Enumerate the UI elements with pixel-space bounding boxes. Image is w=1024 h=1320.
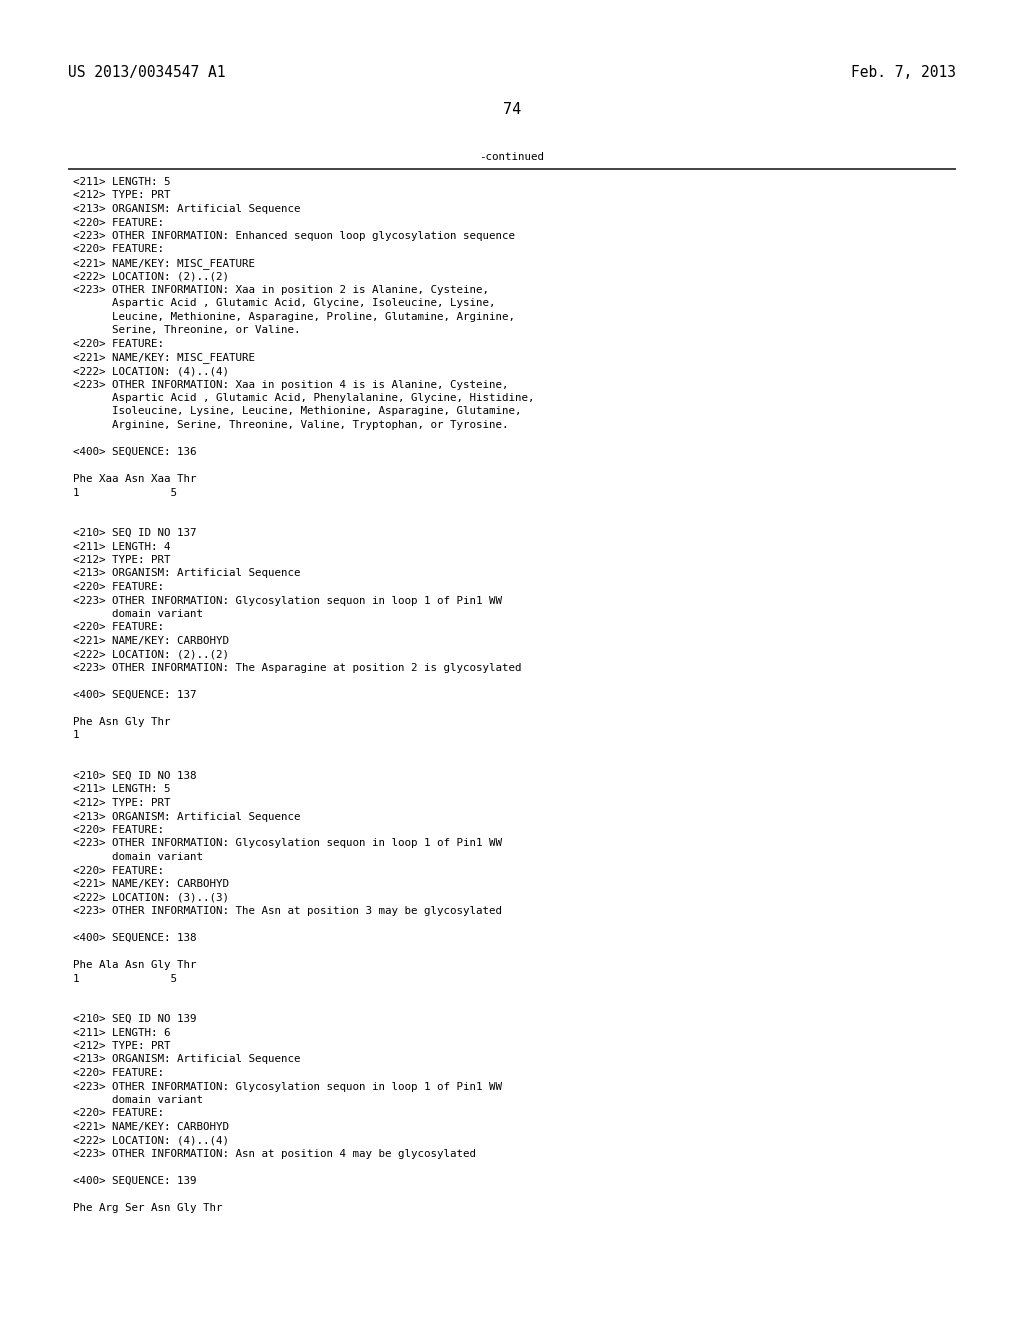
Text: -continued: -continued [479, 152, 545, 162]
Text: <400> SEQUENCE: 138: <400> SEQUENCE: 138 [73, 933, 197, 942]
Text: <221> NAME/KEY: CARBOHYD: <221> NAME/KEY: CARBOHYD [73, 1122, 229, 1133]
Text: Phe Xaa Asn Xaa Thr: Phe Xaa Asn Xaa Thr [73, 474, 197, 484]
Text: <221> NAME/KEY: MISC_FEATURE: <221> NAME/KEY: MISC_FEATURE [73, 352, 255, 363]
Text: <220> FEATURE:: <220> FEATURE: [73, 1068, 164, 1078]
Text: Aspartic Acid , Glutamic Acid, Phenylalanine, Glycine, Histidine,: Aspartic Acid , Glutamic Acid, Phenylala… [73, 393, 535, 403]
Text: Phe Asn Gly Thr: Phe Asn Gly Thr [73, 717, 171, 727]
Text: <220> FEATURE:: <220> FEATURE: [73, 1109, 164, 1118]
Text: <220> FEATURE:: <220> FEATURE: [73, 244, 164, 255]
Text: <222> LOCATION: (2)..(2): <222> LOCATION: (2)..(2) [73, 649, 229, 660]
Text: domain variant: domain variant [73, 851, 203, 862]
Text: <211> LENGTH: 5: <211> LENGTH: 5 [73, 784, 171, 795]
Text: 74: 74 [503, 102, 521, 117]
Text: <223> OTHER INFORMATION: Glycosylation sequon in loop 1 of Pin1 WW: <223> OTHER INFORMATION: Glycosylation s… [73, 838, 502, 849]
Text: <221> NAME/KEY: MISC_FEATURE: <221> NAME/KEY: MISC_FEATURE [73, 257, 255, 269]
Text: <210> SEQ ID NO 137: <210> SEQ ID NO 137 [73, 528, 197, 539]
Text: <223> OTHER INFORMATION: Enhanced sequon loop glycosylation sequence: <223> OTHER INFORMATION: Enhanced sequon… [73, 231, 515, 242]
Text: <223> OTHER INFORMATION: The Asparagine at position 2 is glycosylated: <223> OTHER INFORMATION: The Asparagine … [73, 663, 521, 673]
Text: <223> OTHER INFORMATION: Glycosylation sequon in loop 1 of Pin1 WW: <223> OTHER INFORMATION: Glycosylation s… [73, 1081, 502, 1092]
Text: Leucine, Methionine, Asparagine, Proline, Glutamine, Arginine,: Leucine, Methionine, Asparagine, Proline… [73, 312, 515, 322]
Text: <223> OTHER INFORMATION: Xaa in position 4 is is Alanine, Cysteine,: <223> OTHER INFORMATION: Xaa in position… [73, 380, 509, 389]
Text: domain variant: domain variant [73, 1096, 203, 1105]
Text: 1: 1 [73, 730, 80, 741]
Text: <213> ORGANISM: Artificial Sequence: <213> ORGANISM: Artificial Sequence [73, 569, 300, 578]
Text: Serine, Threonine, or Valine.: Serine, Threonine, or Valine. [73, 326, 300, 335]
Text: US 2013/0034547 A1: US 2013/0034547 A1 [68, 65, 225, 81]
Text: <220> FEATURE:: <220> FEATURE: [73, 218, 164, 227]
Text: <221> NAME/KEY: CARBOHYD: <221> NAME/KEY: CARBOHYD [73, 636, 229, 645]
Text: Feb. 7, 2013: Feb. 7, 2013 [851, 65, 956, 81]
Text: 1              5: 1 5 [73, 974, 177, 983]
Text: Aspartic Acid , Glutamic Acid, Glycine, Isoleucine, Lysine,: Aspartic Acid , Glutamic Acid, Glycine, … [73, 298, 496, 309]
Text: domain variant: domain variant [73, 609, 203, 619]
Text: <220> FEATURE:: <220> FEATURE: [73, 582, 164, 591]
Text: <400> SEQUENCE: 137: <400> SEQUENCE: 137 [73, 690, 197, 700]
Text: <223> OTHER INFORMATION: Glycosylation sequon in loop 1 of Pin1 WW: <223> OTHER INFORMATION: Glycosylation s… [73, 595, 502, 606]
Text: Isoleucine, Lysine, Leucine, Methionine, Asparagine, Glutamine,: Isoleucine, Lysine, Leucine, Methionine,… [73, 407, 521, 417]
Text: <212> TYPE: PRT: <212> TYPE: PRT [73, 554, 171, 565]
Text: <223> OTHER INFORMATION: Xaa in position 2 is Alanine, Cysteine,: <223> OTHER INFORMATION: Xaa in position… [73, 285, 489, 294]
Text: <223> OTHER INFORMATION: Asn at position 4 may be glycosylated: <223> OTHER INFORMATION: Asn at position… [73, 1148, 476, 1159]
Text: <211> LENGTH: 4: <211> LENGTH: 4 [73, 541, 171, 552]
Text: <212> TYPE: PRT: <212> TYPE: PRT [73, 1041, 171, 1051]
Text: <210> SEQ ID NO 139: <210> SEQ ID NO 139 [73, 1014, 197, 1024]
Text: <213> ORGANISM: Artificial Sequence: <213> ORGANISM: Artificial Sequence [73, 205, 300, 214]
Text: <212> TYPE: PRT: <212> TYPE: PRT [73, 799, 171, 808]
Text: <220> FEATURE:: <220> FEATURE: [73, 825, 164, 836]
Text: Phe Arg Ser Asn Gly Thr: Phe Arg Ser Asn Gly Thr [73, 1203, 222, 1213]
Text: <221> NAME/KEY: CARBOHYD: <221> NAME/KEY: CARBOHYD [73, 879, 229, 888]
Text: Phe Ala Asn Gly Thr: Phe Ala Asn Gly Thr [73, 960, 197, 970]
Text: <213> ORGANISM: Artificial Sequence: <213> ORGANISM: Artificial Sequence [73, 1055, 300, 1064]
Text: <222> LOCATION: (4)..(4): <222> LOCATION: (4)..(4) [73, 366, 229, 376]
Text: 1              5: 1 5 [73, 487, 177, 498]
Text: <223> OTHER INFORMATION: The Asn at position 3 may be glycosylated: <223> OTHER INFORMATION: The Asn at posi… [73, 906, 502, 916]
Text: <222> LOCATION: (2)..(2): <222> LOCATION: (2)..(2) [73, 272, 229, 281]
Text: <213> ORGANISM: Artificial Sequence: <213> ORGANISM: Artificial Sequence [73, 812, 300, 821]
Text: <211> LENGTH: 5: <211> LENGTH: 5 [73, 177, 171, 187]
Text: <210> SEQ ID NO 138: <210> SEQ ID NO 138 [73, 771, 197, 781]
Text: <220> FEATURE:: <220> FEATURE: [73, 339, 164, 348]
Text: <400> SEQUENCE: 136: <400> SEQUENCE: 136 [73, 447, 197, 457]
Text: <212> TYPE: PRT: <212> TYPE: PRT [73, 190, 171, 201]
Text: <220> FEATURE:: <220> FEATURE: [73, 623, 164, 632]
Text: <222> LOCATION: (4)..(4): <222> LOCATION: (4)..(4) [73, 1135, 229, 1146]
Text: <211> LENGTH: 6: <211> LENGTH: 6 [73, 1027, 171, 1038]
Text: <400> SEQUENCE: 139: <400> SEQUENCE: 139 [73, 1176, 197, 1185]
Text: <220> FEATURE:: <220> FEATURE: [73, 866, 164, 875]
Text: <222> LOCATION: (3)..(3): <222> LOCATION: (3)..(3) [73, 892, 229, 903]
Text: Arginine, Serine, Threonine, Valine, Tryptophan, or Tyrosine.: Arginine, Serine, Threonine, Valine, Try… [73, 420, 509, 430]
